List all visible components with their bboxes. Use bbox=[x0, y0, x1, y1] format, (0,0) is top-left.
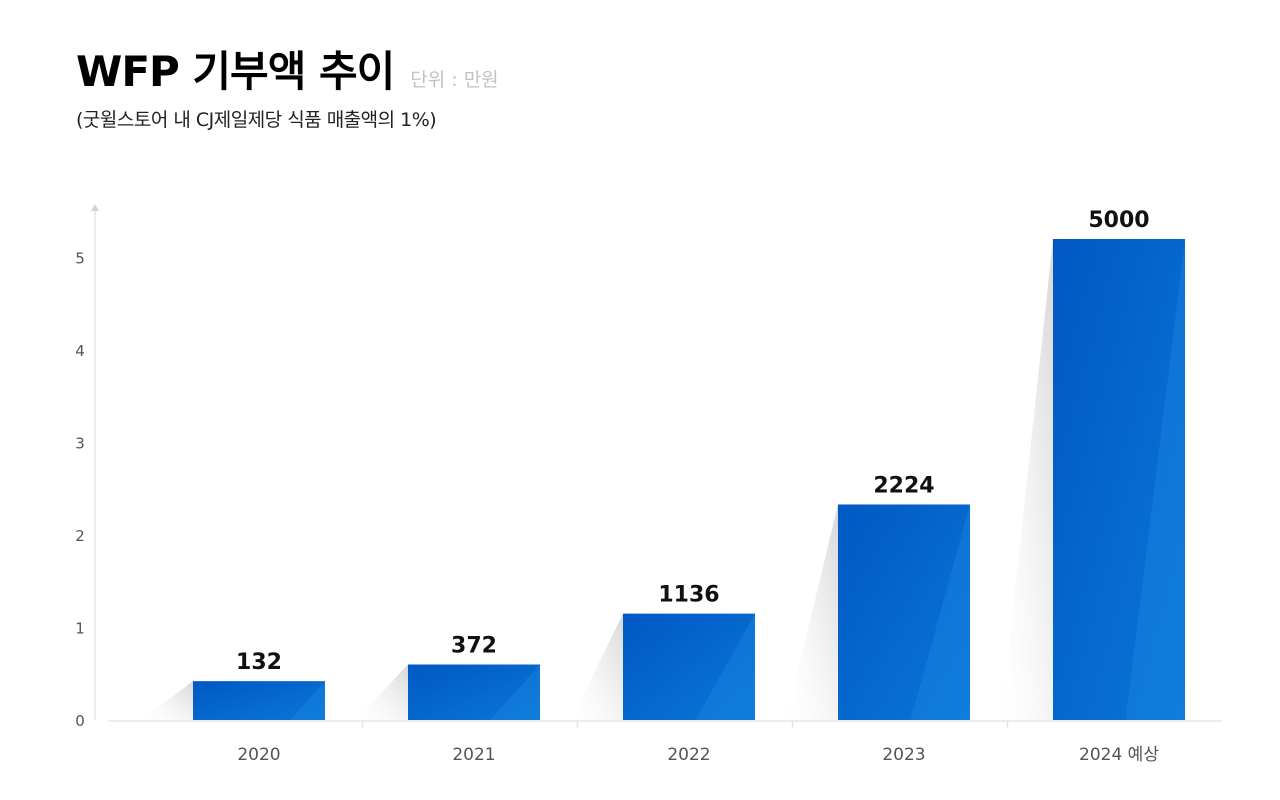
bar-shadow bbox=[141, 681, 193, 720]
data-label: 5000 bbox=[1088, 208, 1149, 233]
bar-highlight bbox=[1125, 239, 1185, 720]
x-tick-label: 2020 bbox=[237, 745, 280, 765]
bar-shadow bbox=[1001, 239, 1053, 720]
bar-highlight bbox=[290, 681, 325, 720]
x-tick-label: 2021 bbox=[452, 745, 495, 765]
y-tick-label: 0 bbox=[75, 712, 85, 730]
y-axis-arrow bbox=[91, 204, 99, 211]
y-tick-label: 5 bbox=[75, 250, 85, 268]
chart-header: WFP 기부액 추이 단위 : 만원 bbox=[76, 38, 499, 99]
chart-title: WFP 기부액 추이 bbox=[76, 47, 395, 96]
data-label: 1136 bbox=[658, 583, 719, 608]
y-tick-label: 3 bbox=[75, 435, 85, 453]
bar bbox=[623, 613, 755, 720]
bar-shadow bbox=[571, 613, 623, 720]
bar-highlight bbox=[910, 504, 970, 720]
y-tick-label: 2 bbox=[75, 527, 85, 545]
x-tick-label: 2022 bbox=[667, 745, 710, 765]
bar-shadow bbox=[356, 664, 408, 720]
data-label: 372 bbox=[451, 634, 497, 659]
bar bbox=[408, 664, 540, 720]
x-tick-label: 2023 bbox=[882, 745, 925, 765]
y-tick-label: 4 bbox=[75, 342, 85, 360]
unit-label: 단위 : 만원 bbox=[410, 69, 499, 91]
bar bbox=[193, 681, 325, 720]
data-label: 2224 bbox=[873, 473, 934, 498]
bar bbox=[1053, 239, 1185, 720]
bar bbox=[838, 504, 970, 720]
bar-highlight bbox=[695, 613, 755, 720]
x-tick-label: 2024 예상 bbox=[1079, 745, 1159, 765]
chart-subtitle: (굿윌스토어 내 CJ제일제당 식품 매출액의 1%) bbox=[76, 109, 437, 131]
bar-shadow bbox=[786, 504, 838, 720]
y-tick-label: 1 bbox=[75, 620, 85, 638]
bar-highlight bbox=[490, 664, 540, 720]
data-label: 132 bbox=[236, 650, 282, 675]
